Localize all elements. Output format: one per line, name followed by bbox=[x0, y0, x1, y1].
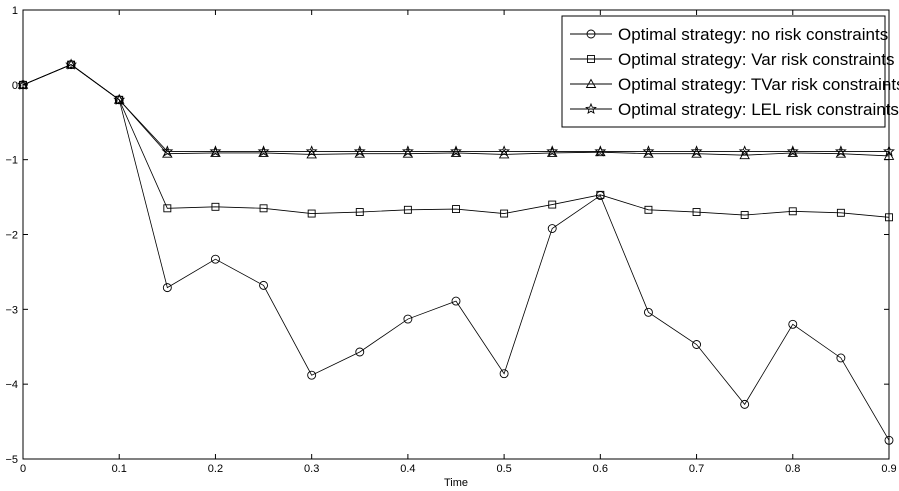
x-tick-label: 0.6 bbox=[593, 463, 608, 475]
data-point-star bbox=[209, 145, 222, 157]
data-point-star bbox=[834, 145, 847, 157]
data-point-star bbox=[353, 145, 366, 157]
data-point-circle bbox=[643, 307, 653, 317]
y-tick-label: 0 bbox=[12, 80, 18, 92]
data-point-star bbox=[498, 145, 511, 157]
data-point-square bbox=[307, 209, 316, 218]
series-line-circle bbox=[22, 64, 890, 441]
legend-entry: Optimal strategy: LEL risk constraints bbox=[570, 100, 899, 119]
data-point-star bbox=[161, 145, 174, 157]
x-tick-label: 0.3 bbox=[304, 463, 319, 475]
data-point-star bbox=[546, 145, 559, 157]
legend-marker-circle bbox=[586, 29, 596, 39]
legend-entry: Optimal strategy: no risk constraints bbox=[570, 25, 888, 44]
data-point-circle bbox=[451, 296, 461, 306]
y-tick-label: −4 bbox=[5, 379, 18, 391]
data-point-square bbox=[259, 204, 268, 213]
y-tick-label: −3 bbox=[5, 304, 18, 316]
x-tick-label: 0.9 bbox=[881, 463, 896, 475]
data-point-circle bbox=[162, 283, 172, 293]
legend-marker-triangle bbox=[585, 78, 597, 88]
legend-label: Optimal strategy: Var risk constraints bbox=[618, 50, 895, 69]
legend: Optimal strategy: no risk constraints Opt… bbox=[561, 15, 899, 128]
data-point-circle bbox=[403, 314, 413, 324]
data-point-star bbox=[642, 145, 655, 157]
data-point-triangle bbox=[113, 94, 125, 104]
data-point-square bbox=[788, 207, 797, 216]
data-point-circle bbox=[547, 224, 557, 233]
data-point-circle bbox=[788, 319, 798, 329]
y-tick-label: −5 bbox=[5, 454, 18, 466]
x-tick-label: 0.8 bbox=[785, 463, 800, 475]
legend-entry: Optimal strategy: Var risk constraints bbox=[570, 50, 895, 69]
data-point-star bbox=[65, 58, 78, 70]
data-point-triangle bbox=[65, 59, 77, 69]
data-point-circle bbox=[210, 254, 220, 264]
data-point-star bbox=[401, 145, 414, 157]
data-point-square bbox=[596, 190, 605, 199]
data-point-circle bbox=[259, 280, 269, 290]
legend-label: Optimal strategy: TVar risk constraints bbox=[618, 75, 899, 94]
x-tick-label: 0.5 bbox=[496, 463, 511, 475]
data-point-circle bbox=[307, 370, 317, 380]
data-point-star bbox=[738, 145, 751, 157]
x-axis-label: Time bbox=[444, 477, 468, 489]
y-tick-label: −2 bbox=[5, 230, 18, 242]
legend-box bbox=[561, 15, 886, 128]
series-line-square bbox=[22, 64, 890, 218]
x-tick-label: 0.2 bbox=[208, 463, 223, 475]
data-point-star bbox=[690, 145, 703, 157]
x-tick-label: 0.7 bbox=[689, 463, 704, 475]
legend-label: Optimal strategy: no risk constraints bbox=[618, 25, 888, 44]
series-layer bbox=[17, 58, 895, 445]
data-point-star bbox=[594, 145, 607, 157]
data-point-square bbox=[836, 208, 845, 217]
y-tick-label: −1 bbox=[5, 155, 18, 167]
legend-marker-star bbox=[585, 102, 597, 115]
x-tick-label: 0.1 bbox=[112, 463, 127, 475]
legend-marker-square bbox=[587, 55, 595, 63]
data-point-square bbox=[452, 205, 460, 214]
data-point-square bbox=[211, 202, 220, 211]
data-point-circle bbox=[355, 347, 365, 357]
series-star bbox=[17, 58, 895, 157]
legend-entry: Optimal strategy: TVar risk constraints bbox=[570, 75, 899, 94]
data-point-star bbox=[305, 145, 318, 157]
data-point-star bbox=[786, 145, 799, 157]
axes-layer: 0 0.1 0.2 0.3 0.4 0.5 0.6 0.7 0.8 0.9 1 0 −1 −2 −3 −4 −5 bbox=[5, 5, 896, 475]
data-point-square bbox=[692, 208, 701, 217]
data-point-square bbox=[355, 208, 364, 217]
series-line-star bbox=[22, 64, 889, 152]
legend-label: Optimal strategy: LEL risk constraints bbox=[618, 100, 899, 119]
x-tick-label: 0 bbox=[20, 463, 26, 475]
data-point-star bbox=[450, 145, 462, 157]
data-point-square bbox=[548, 200, 557, 209]
data-point-square bbox=[163, 204, 172, 213]
data-point-circle bbox=[740, 399, 750, 409]
data-point-square bbox=[500, 209, 509, 218]
data-point-square bbox=[403, 205, 412, 214]
data-point-star bbox=[257, 145, 270, 157]
data-point-star bbox=[113, 93, 126, 105]
data-point-circle bbox=[836, 353, 846, 363]
x-tick-label: 0.4 bbox=[400, 463, 415, 475]
data-point-square bbox=[740, 211, 749, 219]
y-tick-label: 1 bbox=[12, 5, 18, 17]
data-point-circle bbox=[692, 340, 702, 349]
data-point-square bbox=[644, 205, 653, 214]
data-point-circle bbox=[499, 369, 509, 379]
